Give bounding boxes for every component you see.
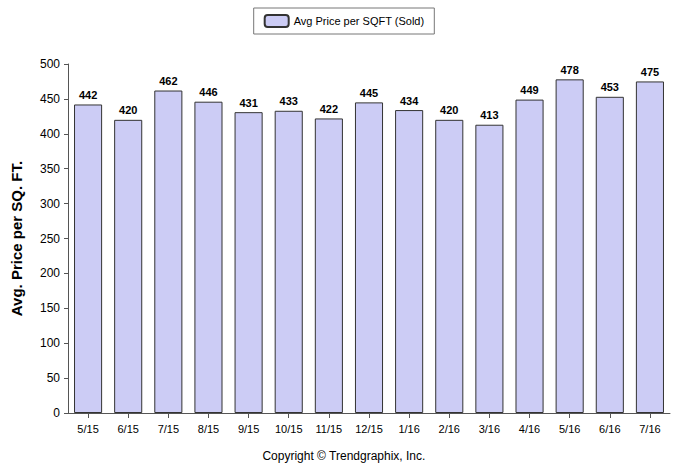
svg-text:7/16: 7/16: [639, 423, 660, 435]
svg-text:500: 500: [40, 57, 60, 71]
svg-text:462: 462: [159, 75, 177, 87]
svg-text:4/16: 4/16: [519, 423, 540, 435]
svg-text:431: 431: [239, 97, 257, 109]
svg-text:453: 453: [601, 81, 619, 93]
svg-text:434: 434: [400, 95, 419, 107]
svg-text:2/16: 2/16: [439, 423, 460, 435]
svg-text:449: 449: [520, 84, 538, 96]
svg-text:10/15: 10/15: [275, 423, 303, 435]
svg-text:250: 250: [40, 232, 60, 246]
svg-text:475: 475: [641, 66, 659, 78]
svg-text:413: 413: [480, 109, 498, 121]
svg-text:8/15: 8/15: [198, 423, 219, 435]
svg-text:478: 478: [560, 64, 578, 76]
svg-text:420: 420: [119, 104, 137, 116]
svg-text:3/16: 3/16: [479, 423, 500, 435]
svg-text:442: 442: [79, 89, 97, 101]
svg-text:422: 422: [320, 103, 338, 115]
svg-text:433: 433: [280, 95, 298, 107]
svg-text:420: 420: [440, 104, 458, 116]
svg-text:445: 445: [360, 87, 378, 99]
svg-text:450: 450: [40, 92, 60, 106]
svg-text:0: 0: [53, 406, 60, 420]
svg-text:150: 150: [40, 301, 60, 315]
svg-text:5/15: 5/15: [77, 423, 98, 435]
svg-text:11/15: 11/15: [316, 423, 343, 435]
svg-text:1/16: 1/16: [398, 423, 419, 435]
svg-text:446: 446: [199, 86, 217, 98]
svg-text:200: 200: [40, 266, 60, 280]
svg-text:12/15: 12/15: [355, 423, 383, 435]
svg-text:6/15: 6/15: [117, 423, 138, 435]
svg-text:300: 300: [40, 197, 60, 211]
svg-text:100: 100: [40, 336, 60, 350]
svg-text:400: 400: [40, 127, 60, 141]
svg-text:Avg Price per SQFT (Sold): Avg Price per SQFT (Sold): [294, 15, 424, 27]
svg-text:6/16: 6/16: [599, 423, 620, 435]
svg-text:7/15: 7/15: [158, 423, 179, 435]
svg-text:350: 350: [40, 162, 60, 176]
svg-text:Avg. Price per SQ. FT.: Avg. Price per SQ. FT.: [8, 161, 25, 316]
svg-text:Copyright © Trendgraphix, Inc.: Copyright © Trendgraphix, Inc.: [262, 449, 425, 463]
svg-text:5/16: 5/16: [559, 423, 580, 435]
svg-text:50: 50: [47, 371, 61, 385]
svg-text:9/15: 9/15: [238, 423, 259, 435]
